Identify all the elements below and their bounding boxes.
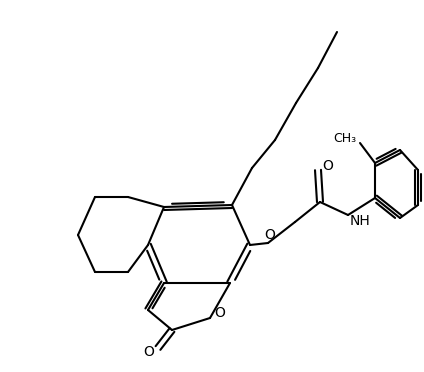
Text: O: O (265, 228, 276, 242)
Text: O: O (143, 345, 154, 359)
Text: NH: NH (350, 214, 371, 228)
Text: CH₃: CH₃ (333, 131, 356, 144)
Text: O: O (322, 159, 333, 173)
Text: O: O (214, 306, 225, 320)
